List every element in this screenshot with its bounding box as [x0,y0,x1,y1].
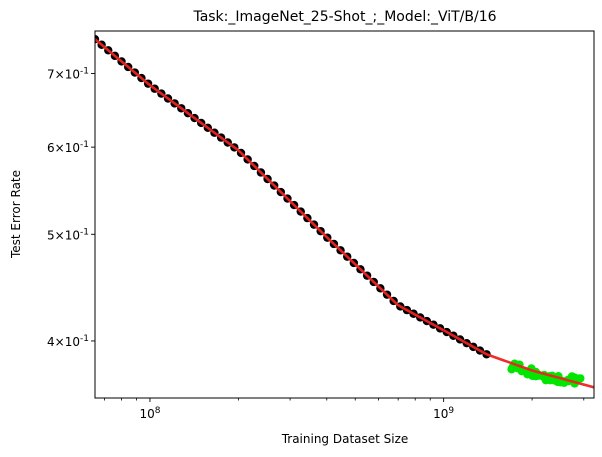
chart-title: Task:_ImageNet_25-Shot_;_Model:_ViT/B/16 [192,9,496,25]
x-tick-label: 108 [139,406,160,421]
x-axis-label: Training Dataset Size [281,432,409,446]
y-tick-label: 6×10-1 [47,140,89,155]
held-out-point [576,374,585,383]
y-tick-label: 5×10-1 [47,227,89,242]
plot-frame [94,30,595,399]
axes: 108 109 4×10-1 5×10-1 6×10-1 7×10-1 [47,30,595,421]
fitted-curve [95,38,594,389]
y-tick-label: 4×10-1 [47,334,89,349]
y-axis-label: Test Error Rate [9,170,23,259]
y-tick-label: 7×10-1 [47,66,89,81]
plot-area [95,34,594,389]
x-tick-label: 109 [433,406,454,421]
